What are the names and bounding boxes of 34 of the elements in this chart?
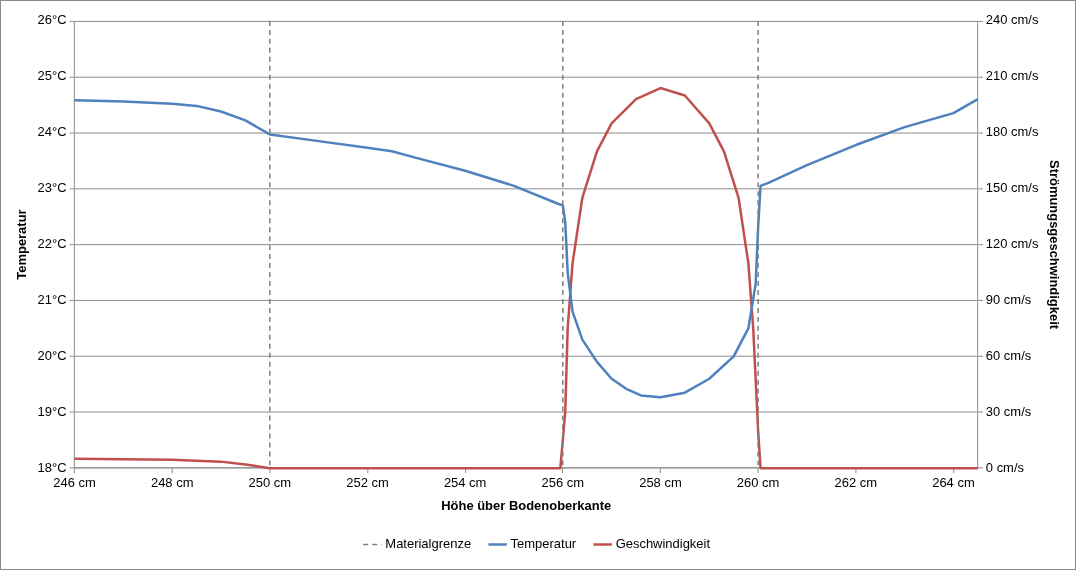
y2-tick-label: 120 cm/s (985, 236, 1039, 252)
x-tick-label: 252 cm (346, 475, 389, 491)
y-axis-title: Temperatur (14, 209, 30, 280)
y-tick-label: 24°C (37, 124, 67, 140)
y2-tick-label: 240 cm/s (985, 12, 1039, 28)
y-tick-label: 21°C (37, 292, 67, 308)
x-tick-label: 256 cm (541, 475, 585, 491)
x-tick-label: 250 cm (248, 475, 292, 491)
x-tick-label: 246 cm (53, 475, 96, 491)
y2-tick-label: 210 cm/s (985, 68, 1039, 84)
y-tick-label: 25°C (37, 68, 67, 84)
x-tick-label: 258 cm (639, 475, 682, 491)
y2-tick-label: 180 cm/s (985, 124, 1039, 140)
legend-label: Materialgrenze (385, 536, 472, 552)
y-tick-label: 19°C (37, 403, 67, 419)
y2-tick-label: 150 cm/s (985, 180, 1039, 196)
legend-label: Geschwindigkeit (615, 536, 711, 552)
y-tick-label: 22°C (37, 236, 67, 252)
y-tick-label: 26°C (37, 12, 67, 28)
legend-label: Temperatur (510, 536, 577, 552)
y-tick-label: 23°C (37, 180, 67, 196)
x-tick-label: 254 cm (443, 475, 487, 491)
x-tick-label: 248 cm (150, 475, 194, 491)
y-tick-label: 18°C (37, 459, 67, 475)
x-tick-label: 264 cm (932, 475, 975, 491)
y2-tick-label: 30 cm/s (985, 403, 1032, 419)
x-axis-title: Höhe über Bodenoberkante (441, 498, 612, 513)
y2-axis-title: Strömungsgeschwindigkeit (1046, 160, 1062, 330)
y2-tick-label: 90 cm/s (985, 292, 1032, 308)
y2-tick-label: 60 cm/s (985, 347, 1032, 363)
x-tick-label: 262 cm (834, 475, 878, 491)
y2-tick-label: 0 cm/s (985, 459, 1025, 475)
y-tick-label: 20°C (37, 347, 67, 363)
x-tick-label: 260 cm (736, 475, 780, 491)
